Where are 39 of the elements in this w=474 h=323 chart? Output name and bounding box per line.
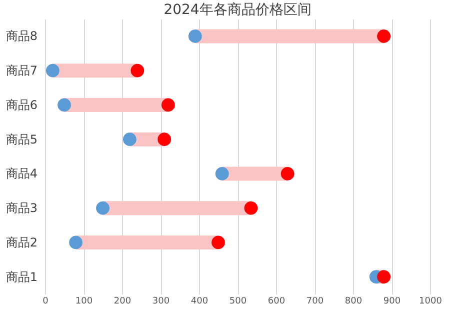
x-tick-label: 900 [383,296,401,306]
x-tick-label: 500 [229,296,247,306]
point [212,236,225,250]
chart-title: 2024年各商品价格区间 [164,2,312,18]
y-tick-label: 商品6 [6,98,38,112]
y-tick-label: 商品1 [6,270,38,284]
point [96,201,110,215]
x-tick-label: 400 [190,296,208,306]
y-tick-label: 商品4 [6,166,38,181]
point [215,166,229,180]
y-tick-label: 商品3 [6,201,38,216]
point [122,132,136,146]
x-tick-label: 800 [344,296,362,306]
point [161,98,175,112]
y-tick-label: 商品2 [6,235,38,250]
x-tick-label: 0 [42,296,49,306]
point [377,29,391,43]
x-tick-label: 600 [268,296,286,306]
point [130,64,144,78]
x-tick-label: 200 [114,296,132,306]
point [46,64,60,78]
x-tick-label: 100 [75,296,93,306]
point [280,166,294,180]
point [158,132,172,146]
bar [64,98,168,112]
y-tick-label: 商品5 [6,132,38,146]
x-tick-label: 700 [306,296,324,306]
y-tick-label: 商品7 [6,64,38,78]
bar [102,201,251,216]
bar [195,29,384,44]
point [188,29,202,43]
y-tick-label: 商品8 [6,29,38,44]
point [244,201,258,215]
x-tick-label: 1000 [419,296,442,306]
point [58,98,71,112]
bar [76,235,218,250]
point [377,270,391,284]
x-tick-label: 300 [152,296,170,306]
point [69,236,83,250]
